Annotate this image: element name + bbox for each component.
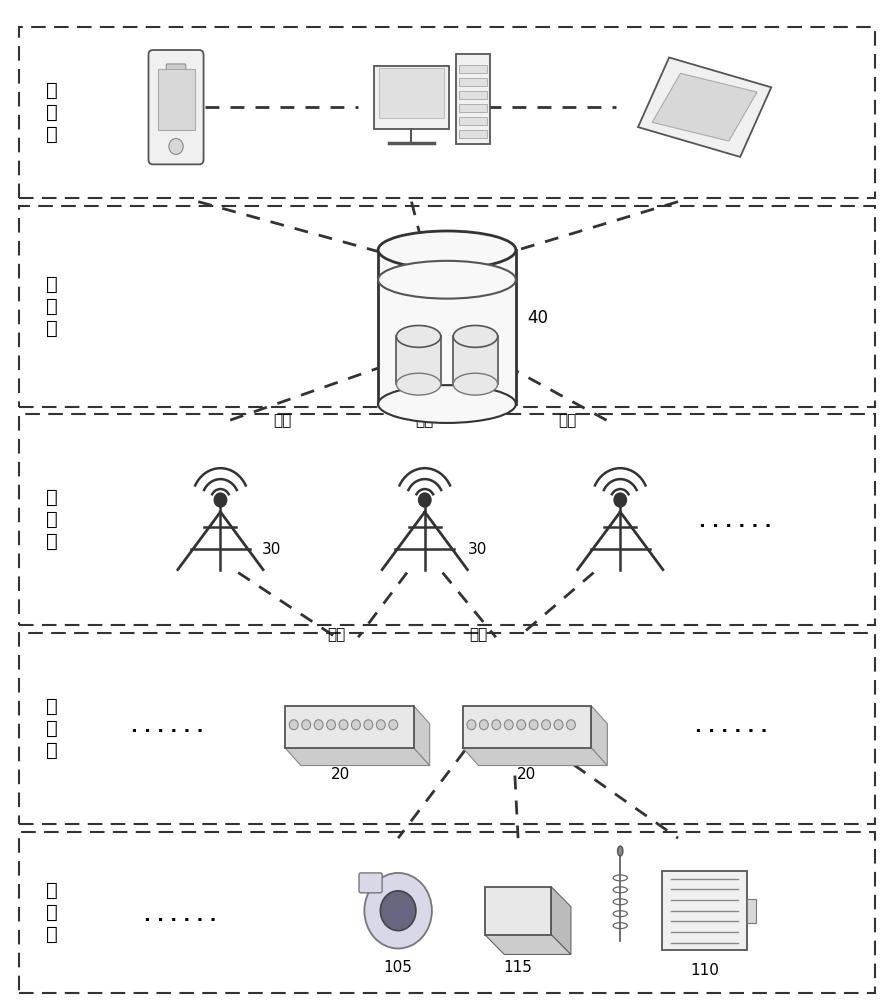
Text: 30: 30	[468, 542, 487, 557]
Polygon shape	[485, 935, 571, 954]
Text: 无线: 无线	[469, 627, 487, 642]
FancyBboxPatch shape	[453, 336, 498, 384]
Circle shape	[479, 720, 488, 730]
Text: . . . . . .: . . . . . .	[699, 513, 772, 531]
Circle shape	[380, 891, 416, 931]
FancyBboxPatch shape	[459, 91, 486, 99]
Circle shape	[389, 720, 398, 730]
Text: 无线: 无线	[327, 627, 345, 642]
Text: 光纤: 光纤	[416, 413, 434, 428]
Text: . . . . . .: . . . . . .	[144, 907, 216, 925]
Text: 40: 40	[527, 309, 548, 327]
Polygon shape	[462, 748, 607, 766]
Circle shape	[554, 720, 563, 730]
Text: 30: 30	[262, 542, 282, 557]
Circle shape	[339, 720, 348, 730]
FancyBboxPatch shape	[166, 64, 186, 72]
Polygon shape	[591, 706, 607, 766]
Ellipse shape	[618, 846, 623, 856]
Circle shape	[517, 720, 526, 730]
Ellipse shape	[378, 231, 516, 269]
FancyBboxPatch shape	[359, 873, 382, 893]
FancyBboxPatch shape	[459, 104, 486, 112]
Text: 110: 110	[690, 963, 719, 978]
Text: 无线: 无线	[274, 413, 291, 428]
Text: 接
入
层: 接 入 层	[46, 697, 57, 760]
FancyBboxPatch shape	[459, 65, 486, 73]
Circle shape	[504, 720, 513, 730]
FancyBboxPatch shape	[157, 69, 195, 130]
Text: 20: 20	[331, 767, 350, 782]
FancyBboxPatch shape	[462, 706, 591, 748]
FancyBboxPatch shape	[456, 54, 490, 144]
Text: 20: 20	[518, 767, 536, 782]
FancyBboxPatch shape	[285, 706, 414, 748]
Text: . . . . . .: . . . . . .	[695, 718, 768, 736]
FancyBboxPatch shape	[662, 871, 746, 950]
Circle shape	[215, 493, 227, 507]
Ellipse shape	[378, 261, 516, 299]
Circle shape	[290, 720, 299, 730]
Circle shape	[351, 720, 360, 730]
FancyBboxPatch shape	[148, 50, 204, 164]
Ellipse shape	[453, 373, 498, 395]
FancyBboxPatch shape	[459, 130, 486, 138]
Text: 终
端
层: 终 端 层	[46, 81, 57, 144]
Text: 测
量
层: 测 量 层	[46, 881, 57, 944]
Circle shape	[492, 720, 501, 730]
Circle shape	[169, 139, 183, 154]
Circle shape	[467, 720, 476, 730]
Text: 汇
聚
层: 汇 聚 层	[46, 488, 57, 551]
Text: 115: 115	[503, 960, 533, 975]
FancyBboxPatch shape	[379, 68, 443, 118]
Circle shape	[326, 720, 335, 730]
Polygon shape	[285, 748, 430, 766]
Polygon shape	[552, 887, 571, 954]
Circle shape	[364, 720, 373, 730]
FancyBboxPatch shape	[459, 117, 486, 125]
Polygon shape	[414, 706, 430, 766]
Circle shape	[529, 720, 538, 730]
Text: 无线: 无线	[558, 413, 576, 428]
Ellipse shape	[396, 325, 441, 347]
FancyBboxPatch shape	[378, 250, 516, 404]
Circle shape	[314, 720, 323, 730]
Circle shape	[418, 493, 431, 507]
FancyBboxPatch shape	[374, 66, 449, 129]
Ellipse shape	[396, 373, 441, 395]
Text: 核
心
层: 核 心 层	[46, 275, 57, 338]
Circle shape	[302, 720, 310, 730]
Circle shape	[614, 493, 627, 507]
FancyBboxPatch shape	[396, 336, 441, 384]
Circle shape	[365, 873, 432, 948]
FancyBboxPatch shape	[746, 899, 755, 923]
Polygon shape	[653, 73, 757, 141]
Ellipse shape	[453, 325, 498, 347]
Ellipse shape	[378, 385, 516, 423]
FancyBboxPatch shape	[459, 78, 486, 86]
FancyBboxPatch shape	[485, 887, 552, 935]
Text: 105: 105	[384, 960, 412, 975]
Polygon shape	[638, 57, 772, 157]
Circle shape	[567, 720, 576, 730]
Circle shape	[542, 720, 551, 730]
Text: . . . . . .: . . . . . .	[131, 718, 204, 736]
Circle shape	[376, 720, 385, 730]
